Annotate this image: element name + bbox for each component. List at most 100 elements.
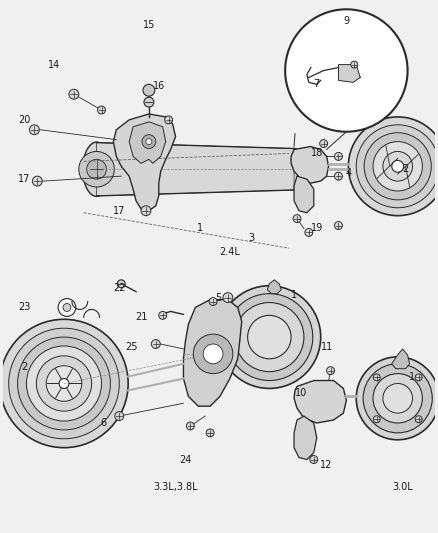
- Circle shape: [209, 297, 217, 305]
- Polygon shape: [267, 280, 281, 294]
- Circle shape: [46, 366, 82, 401]
- Circle shape: [373, 374, 422, 423]
- Circle shape: [373, 142, 422, 191]
- Polygon shape: [294, 416, 317, 459]
- Circle shape: [327, 367, 335, 375]
- Text: 7: 7: [314, 79, 320, 90]
- Circle shape: [165, 116, 173, 124]
- Text: 1: 1: [291, 289, 297, 300]
- Text: 17: 17: [113, 206, 125, 216]
- Text: 14: 14: [48, 60, 60, 70]
- Circle shape: [415, 416, 422, 423]
- Text: 16: 16: [153, 82, 165, 91]
- Text: 3.0L: 3.0L: [392, 482, 413, 492]
- Text: 9: 9: [343, 16, 350, 26]
- Polygon shape: [294, 381, 346, 423]
- Polygon shape: [294, 176, 314, 213]
- Polygon shape: [96, 143, 294, 196]
- Circle shape: [0, 319, 128, 448]
- Circle shape: [32, 176, 42, 186]
- Circle shape: [36, 356, 92, 411]
- Circle shape: [235, 303, 304, 372]
- Circle shape: [117, 280, 125, 288]
- Text: 4: 4: [345, 168, 351, 178]
- Circle shape: [152, 340, 160, 349]
- Circle shape: [356, 125, 438, 208]
- Text: 25: 25: [125, 342, 138, 352]
- Circle shape: [335, 222, 343, 230]
- Circle shape: [59, 378, 69, 389]
- Circle shape: [79, 151, 114, 187]
- Text: 2: 2: [403, 164, 409, 174]
- Text: 18: 18: [311, 149, 323, 158]
- Circle shape: [310, 456, 318, 464]
- Circle shape: [383, 384, 413, 413]
- Circle shape: [364, 133, 431, 200]
- Ellipse shape: [83, 142, 110, 196]
- Circle shape: [203, 344, 223, 364]
- Circle shape: [335, 152, 343, 160]
- Circle shape: [383, 151, 413, 181]
- Text: 5: 5: [215, 293, 221, 303]
- Circle shape: [159, 311, 167, 319]
- Polygon shape: [184, 300, 242, 406]
- Circle shape: [293, 215, 301, 223]
- Circle shape: [218, 286, 321, 389]
- Text: 1: 1: [410, 372, 416, 382]
- Polygon shape: [392, 349, 410, 369]
- Circle shape: [142, 135, 156, 149]
- Polygon shape: [291, 147, 328, 183]
- Circle shape: [63, 303, 71, 311]
- Circle shape: [351, 61, 358, 68]
- Circle shape: [392, 160, 404, 172]
- Text: 3: 3: [248, 233, 254, 244]
- Circle shape: [69, 89, 79, 99]
- Text: 1: 1: [197, 223, 203, 233]
- Text: 20: 20: [18, 115, 31, 125]
- Polygon shape: [113, 114, 176, 211]
- Text: 23: 23: [18, 302, 31, 312]
- Text: 6: 6: [100, 418, 106, 428]
- Circle shape: [415, 374, 422, 381]
- Circle shape: [9, 328, 119, 439]
- Circle shape: [141, 206, 151, 216]
- Circle shape: [373, 416, 380, 423]
- Circle shape: [363, 364, 432, 433]
- Text: 3.3L,3.8L: 3.3L,3.8L: [153, 482, 198, 492]
- Circle shape: [335, 172, 343, 180]
- Circle shape: [115, 411, 124, 421]
- Polygon shape: [339, 64, 360, 83]
- Polygon shape: [129, 122, 166, 163]
- Circle shape: [356, 357, 438, 440]
- Circle shape: [87, 159, 106, 179]
- Circle shape: [223, 293, 233, 303]
- Circle shape: [348, 117, 438, 216]
- Text: 11: 11: [321, 342, 333, 352]
- Text: 2.4L: 2.4L: [219, 247, 240, 257]
- Circle shape: [98, 106, 106, 114]
- Text: 22: 22: [113, 282, 126, 293]
- Circle shape: [144, 97, 154, 107]
- Circle shape: [18, 337, 110, 430]
- Text: 15: 15: [143, 20, 155, 30]
- Circle shape: [143, 84, 155, 96]
- Circle shape: [305, 229, 313, 237]
- Circle shape: [58, 298, 76, 317]
- Text: 2: 2: [21, 362, 28, 372]
- Circle shape: [285, 9, 408, 132]
- Text: 10: 10: [295, 389, 307, 398]
- Circle shape: [193, 334, 233, 374]
- Circle shape: [206, 429, 214, 437]
- Circle shape: [187, 422, 194, 430]
- Text: 21: 21: [135, 312, 147, 322]
- Circle shape: [320, 140, 328, 148]
- Text: 24: 24: [179, 455, 191, 465]
- Circle shape: [29, 125, 39, 135]
- Circle shape: [146, 139, 152, 144]
- Text: 12: 12: [321, 461, 333, 471]
- Circle shape: [247, 316, 291, 359]
- Circle shape: [226, 294, 313, 381]
- Text: 19: 19: [311, 223, 323, 233]
- Circle shape: [26, 346, 102, 421]
- Circle shape: [373, 374, 380, 381]
